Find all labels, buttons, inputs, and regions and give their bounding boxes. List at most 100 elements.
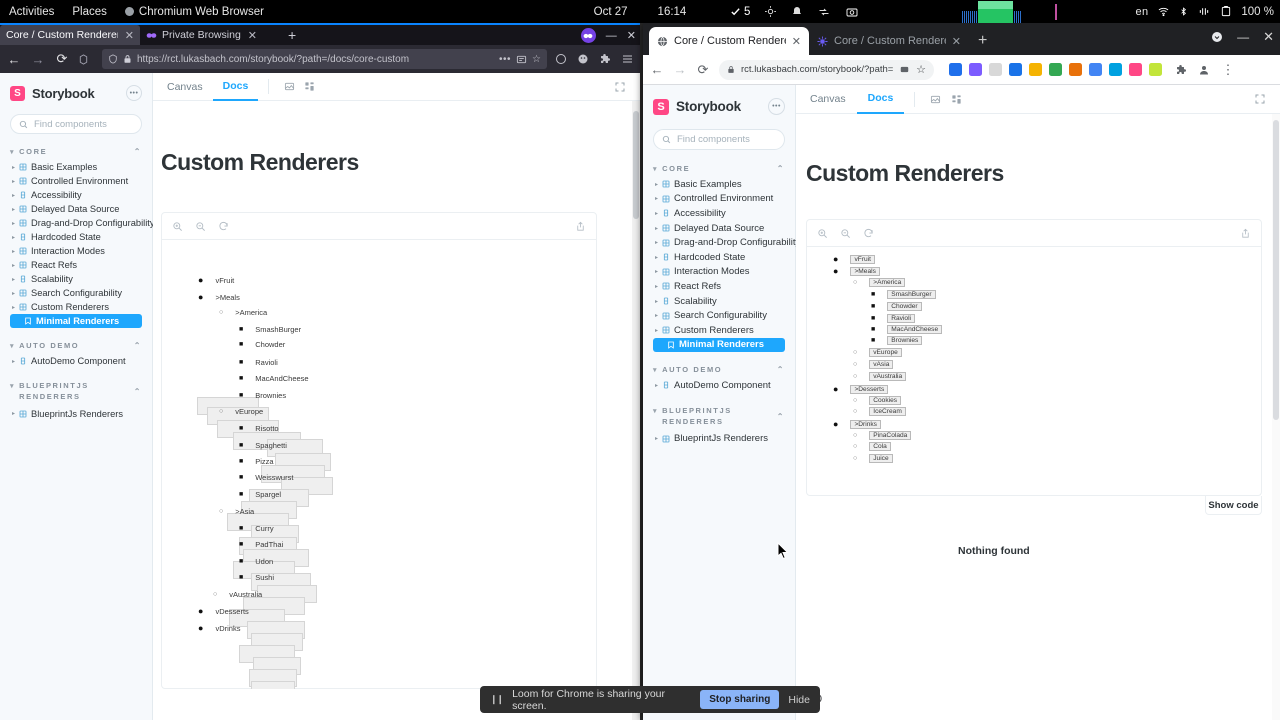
sidebar-group-1[interactable]: ▾ AUTO DEMO ⌃ xyxy=(653,365,785,374)
extensions-puzzle-icon[interactable] xyxy=(599,53,611,65)
chrome-tab-0[interactable]: Core / Custom Renderers ✕ xyxy=(649,27,809,55)
expand-icon[interactable] xyxy=(1254,93,1266,105)
grid-icon[interactable] xyxy=(299,81,319,92)
sidebar-group-2[interactable]: ▾ BLUEPRINTJS RENDERERS ⌃ xyxy=(653,406,785,428)
zoom-in-icon[interactable] xyxy=(172,221,183,232)
sidebar-item-react-refs[interactable]: ▸ React Refs xyxy=(10,258,142,272)
sidebar-item-blueprintjs-renderers[interactable]: ▸ BlueprintJs Renderers xyxy=(10,407,142,421)
tab-docs[interactable]: Docs xyxy=(856,85,905,114)
chrome-menu-icon[interactable]: ⋮ xyxy=(1221,61,1235,77)
tree-node[interactable]: ○ Juice xyxy=(853,454,893,463)
reload-icon[interactable]: ⟳ xyxy=(56,51,68,66)
chevron-right-icon[interactable]: ▸ xyxy=(655,298,659,305)
extension-icon-1[interactable] xyxy=(969,63,982,76)
firefox-new-tab-button[interactable]: + xyxy=(288,27,297,43)
tree-node[interactable]: ■ Spaghetti xyxy=(239,441,287,450)
image-icon[interactable] xyxy=(279,81,299,92)
tree-node[interactable]: ■ Ravioli xyxy=(871,314,916,323)
tree-node[interactable]: ○ vEurope xyxy=(219,407,263,416)
extensions-puzzle-icon[interactable] xyxy=(1175,64,1189,76)
chevron-right-icon[interactable]: ▸ xyxy=(12,178,16,185)
expand-all-icon[interactable]: ⌃ xyxy=(776,164,785,173)
expand-all-icon[interactable]: ⌃ xyxy=(776,412,785,422)
chevron-right-icon[interactable]: ▸ xyxy=(12,192,16,199)
tree-node[interactable]: ■ MacAndCheese xyxy=(239,374,309,383)
storybook-brand[interactable]: S Storybook xyxy=(653,98,741,115)
reload-icon[interactable]: ⟳ xyxy=(697,61,709,77)
tree-node[interactable]: ■ Ravioli xyxy=(239,358,278,367)
share-icon[interactable] xyxy=(1240,228,1251,239)
minimize-icon[interactable]: — xyxy=(605,29,617,42)
tree-node[interactable]: ● vFruit xyxy=(198,275,234,285)
bell-icon[interactable] xyxy=(791,6,803,18)
close-icon[interactable]: ✕ xyxy=(951,35,961,48)
scrollbar-thumb[interactable] xyxy=(633,111,639,219)
sidebar-item-search-configurability[interactable]: ▸ Search Configurability xyxy=(653,308,785,323)
firefox-tab-0[interactable]: Core / Custom Renderers - ✕ xyxy=(0,25,140,45)
back-icon[interactable]: ← xyxy=(7,51,21,67)
page-scrollbar-chrome[interactable] xyxy=(1272,114,1280,720)
tree-node[interactable]: ○ >America xyxy=(219,308,267,317)
tree-node[interactable]: ■ Chowder xyxy=(871,302,922,311)
sidebar-item-drag-and-drop-configurability[interactable]: ▸ Drag-and-Drop Configurability xyxy=(653,235,800,250)
tree-node[interactable]: ○ Cookies xyxy=(853,396,902,405)
chevron-right-icon[interactable]: ▸ xyxy=(12,304,16,311)
chevron-right-icon[interactable]: ▸ xyxy=(12,248,16,255)
chevron-right-icon[interactable]: ▸ xyxy=(655,269,659,276)
tree-node[interactable]: ■ Spargel xyxy=(239,490,281,499)
tree-node[interactable]: ● vFruit xyxy=(833,254,875,264)
tree-node[interactable]: ● >Meals xyxy=(833,266,880,276)
sidebar-item-custom-renderers[interactable]: ▸ Custom Renderers xyxy=(653,323,785,338)
tree-node[interactable]: ■ Sushi xyxy=(239,573,274,582)
chevron-right-icon[interactable]: ▸ xyxy=(12,276,16,283)
zoom-out-icon[interactable] xyxy=(840,228,851,239)
tree-node[interactable]: ● >Drinks xyxy=(833,419,881,429)
extension-icon-3[interactable] xyxy=(1009,63,1022,76)
chrome-omnibox[interactable]: rct.lukasbach.com/storybook/?path=/doc..… xyxy=(719,59,934,80)
sidebar-item-custom-renderers[interactable]: ▸ Custom Renderers xyxy=(10,300,142,314)
zoom-reset-icon[interactable] xyxy=(218,221,229,232)
sidebar-menu-button[interactable]: ••• xyxy=(768,98,785,115)
extension-gear-icon[interactable] xyxy=(577,53,589,65)
tab-canvas[interactable]: Canvas xyxy=(810,93,846,105)
tree-node[interactable]: ○ PinaColada xyxy=(853,431,912,440)
hide-button[interactable]: Hide xyxy=(788,693,810,706)
tree-node[interactable]: ■ PadThai xyxy=(239,540,283,549)
sidebar-item-basic-examples[interactable]: ▸ Basic Examples xyxy=(653,177,785,192)
close-icon[interactable]: ✕ xyxy=(247,29,257,42)
record-icon[interactable] xyxy=(764,5,777,18)
more-icon[interactable]: ••• xyxy=(499,53,512,65)
forward-icon[interactable]: → xyxy=(31,51,45,67)
container-icon[interactable] xyxy=(78,53,94,65)
tree-node[interactable]: ■ Weisswurst xyxy=(239,473,293,482)
chevron-right-icon[interactable]: ▸ xyxy=(12,164,16,171)
expand-all-icon[interactable]: ⌃ xyxy=(133,341,142,350)
tree-node[interactable]: ● >Meals xyxy=(198,292,240,302)
hamburger-menu-icon[interactable] xyxy=(621,53,634,65)
chrome-tab-1[interactable]: Core / Custom Renderers ✕ xyxy=(809,27,969,55)
minimize-icon[interactable]: — xyxy=(1237,30,1250,44)
tree-node[interactable]: ■ Brownies xyxy=(239,391,286,400)
sidebar-item-accessibility[interactable]: ▸ Accessibility xyxy=(653,206,785,221)
grid-icon[interactable] xyxy=(946,94,967,105)
sidebar-item-react-refs[interactable]: ▸ React Refs xyxy=(653,279,785,294)
expand-all-icon[interactable]: ⌃ xyxy=(776,365,785,375)
sidebar-item-delayed-data-source[interactable]: ▸ Delayed Data Source xyxy=(10,202,142,216)
tree-node[interactable]: ○ >Asia xyxy=(219,507,254,516)
expand-all-icon[interactable]: ⌃ xyxy=(133,387,142,397)
tree-node[interactable]: ■ Brownies xyxy=(871,336,923,345)
sidebar-group-2[interactable]: ▾ BLUEPRINTJS RENDERERS ⌃ xyxy=(10,381,142,403)
story-canvas-chrome[interactable]: ● vFruit ● >Meals ○ >America ■ SmashBurger ■ Chow… xyxy=(807,247,1261,496)
sidebar-group-0[interactable]: ▾ CORE ⌃ xyxy=(653,164,785,173)
sidebar-item-drag-and-drop-configurability[interactable]: ▸ Drag-and-Drop Configurability xyxy=(10,216,155,230)
tree-node[interactable]: ■ SmashBurger xyxy=(239,325,301,334)
check-icon[interactable]: 5 xyxy=(730,6,750,18)
storybook-brand[interactable]: S Storybook xyxy=(10,85,95,101)
tab-canvas[interactable]: Canvas xyxy=(167,80,203,93)
extension-icon-2[interactable] xyxy=(989,63,1002,76)
chevron-right-icon[interactable]: ▸ xyxy=(655,225,659,232)
chevron-right-icon[interactable]: ▸ xyxy=(12,411,16,418)
bookmark-star-icon[interactable]: ☆ xyxy=(532,53,541,65)
sidebar-item-scalability[interactable]: ▸ Scalability xyxy=(653,294,785,309)
sidebar-item-hardcoded-state[interactable]: ▸ Hardcoded State xyxy=(10,230,142,244)
